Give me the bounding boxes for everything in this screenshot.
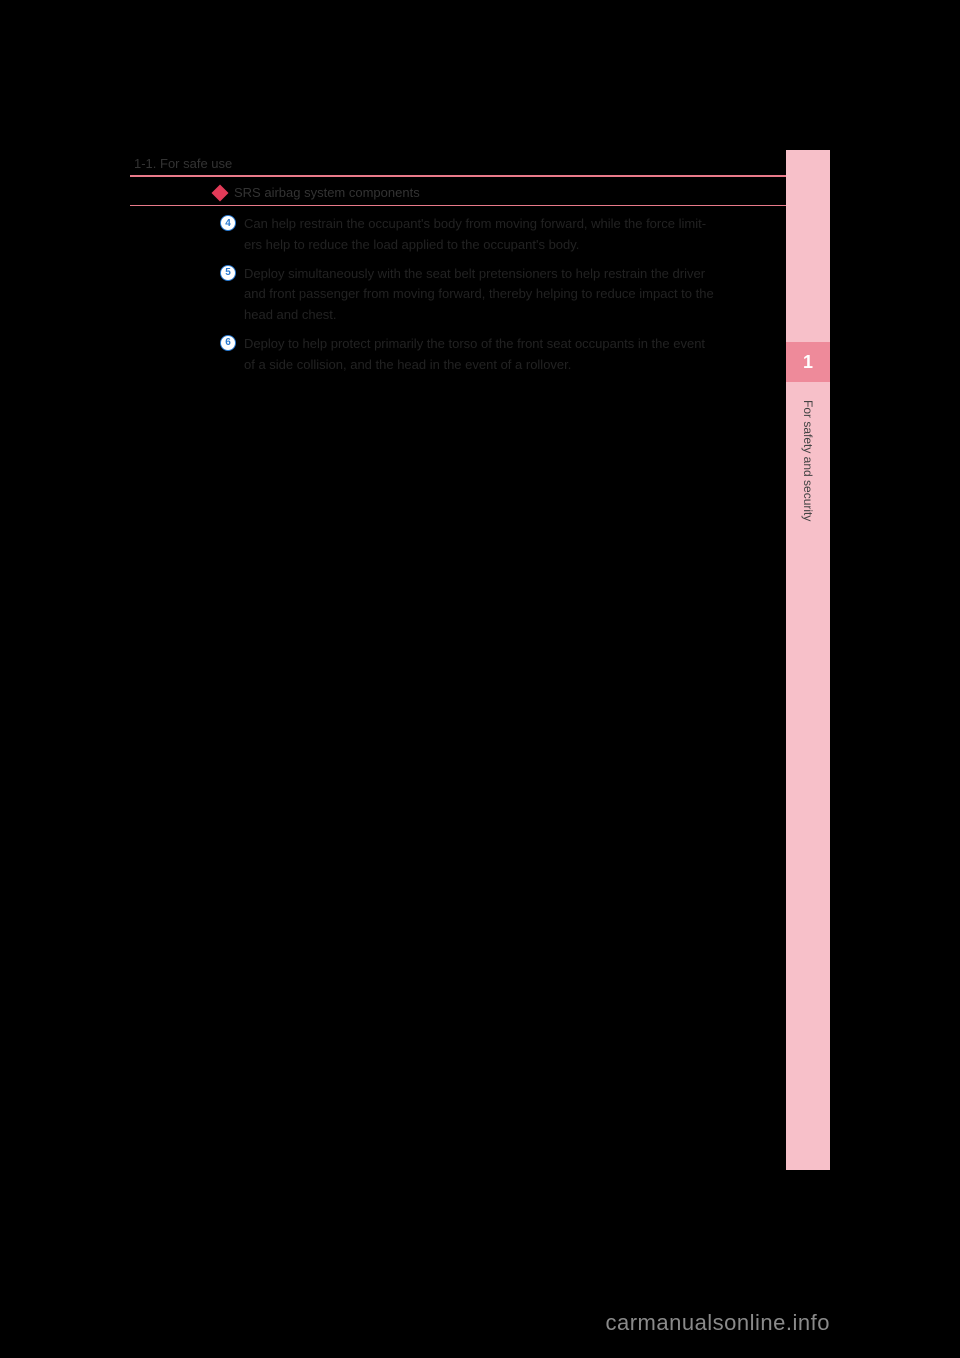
text-line: Deploy simultaneously with the seat belt… (244, 264, 714, 285)
text-line: Deploy to help protect primarily the tor… (244, 334, 705, 355)
page-content: 1-1. For safe use 39 SRS airbag system c… (130, 150, 830, 384)
text-line: ers help to reduce the load applied to t… (244, 235, 706, 256)
list-item-text: Deploy simultaneously with the seat belt… (244, 264, 714, 326)
circle-number-icon: 5 (220, 265, 236, 281)
circle-number-icon: 6 (220, 335, 236, 351)
list-item-text: Deploy to help protect primarily the tor… (244, 334, 705, 376)
sidebar-chapter-number: 1 (786, 342, 830, 382)
list-item: 4 Can help restrain the occupant's body … (220, 214, 830, 256)
text-line: of a side collision, and the head in the… (244, 355, 705, 376)
sidebar-label: For safety and security (786, 394, 830, 594)
page-header: 1-1. For safe use 39 (130, 150, 830, 177)
body-items: 4 Can help restrain the occupant's body … (130, 206, 830, 376)
list-item: 5 Deploy simultaneously with the seat be… (220, 264, 830, 326)
text-line: Can help restrain the occupant's body fr… (244, 214, 706, 235)
text-line: head and chest. (244, 305, 714, 326)
list-item-text: Can help restrain the occupant's body fr… (244, 214, 706, 256)
section-heading-text: SRS airbag system components (234, 185, 420, 200)
sidebar: 1 For safety and security (786, 150, 830, 1170)
diamond-icon (212, 184, 229, 201)
circle-number-icon: 4 (220, 215, 236, 231)
watermark: carmanualsonline.info (605, 1310, 830, 1336)
text-line: and front passenger from moving forward,… (244, 284, 714, 305)
breadcrumb: 1-1. For safe use (134, 156, 232, 171)
section-heading: SRS airbag system components (130, 177, 830, 206)
sidebar-strip (786, 150, 830, 1170)
list-item: 6 Deploy to help protect primarily the t… (220, 334, 830, 376)
